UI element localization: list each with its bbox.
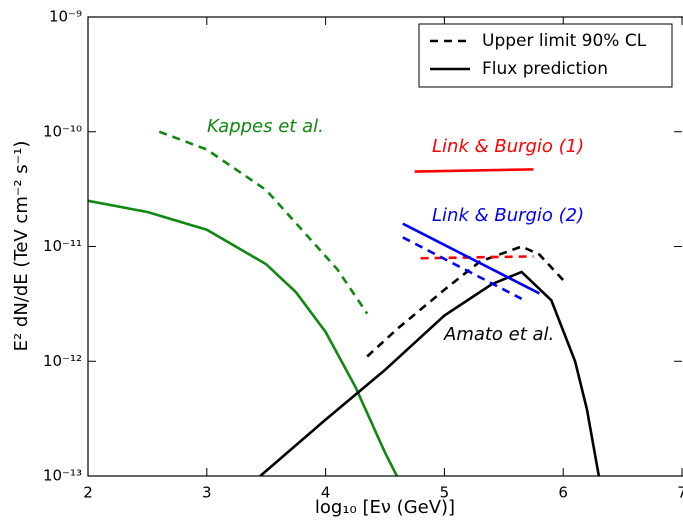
x-tick-label: 3 xyxy=(202,484,212,502)
y-tick-label: 10⁻¹³ xyxy=(43,467,82,485)
y-tick-label: 10⁻¹¹ xyxy=(43,237,82,255)
y-tick-label: 10⁻¹² xyxy=(43,352,82,370)
x-tick-label: 5 xyxy=(440,484,450,502)
x-tick-label: 6 xyxy=(558,484,568,502)
mask xyxy=(0,0,683,17)
y-tick-label: 10⁻¹⁰ xyxy=(43,122,82,140)
legend-box xyxy=(418,23,673,88)
x-tick-label: 4 xyxy=(321,484,331,502)
series-line xyxy=(87,199,399,477)
series-line xyxy=(366,245,565,358)
annotation: Kappes et al. xyxy=(207,116,324,137)
mask xyxy=(0,0,88,527)
annotation: Link & Burgio (1) xyxy=(432,136,584,157)
x-tick-label: 7 xyxy=(677,484,683,502)
series-line xyxy=(158,130,369,315)
x-axis-label: log₁₀ [Eν (GeV)] xyxy=(315,497,455,518)
annotation: Link & Burgio (2) xyxy=(432,205,584,226)
y-tick-label: 10⁻⁹ xyxy=(49,8,82,26)
annotation: Amato et al. xyxy=(443,324,554,345)
series-line xyxy=(414,168,534,173)
mask xyxy=(0,476,683,527)
series-line xyxy=(259,270,601,477)
series-line xyxy=(402,236,523,300)
series-line xyxy=(402,222,541,295)
legend-label: Upper limit 90% CL xyxy=(482,31,647,51)
series-line xyxy=(420,255,534,260)
x-tick-label: 2 xyxy=(83,484,93,502)
y-axis-label: E² dN/dE (TeV cm⁻² s⁻¹) xyxy=(11,141,32,352)
legend-label: Flux prediction xyxy=(482,59,608,79)
